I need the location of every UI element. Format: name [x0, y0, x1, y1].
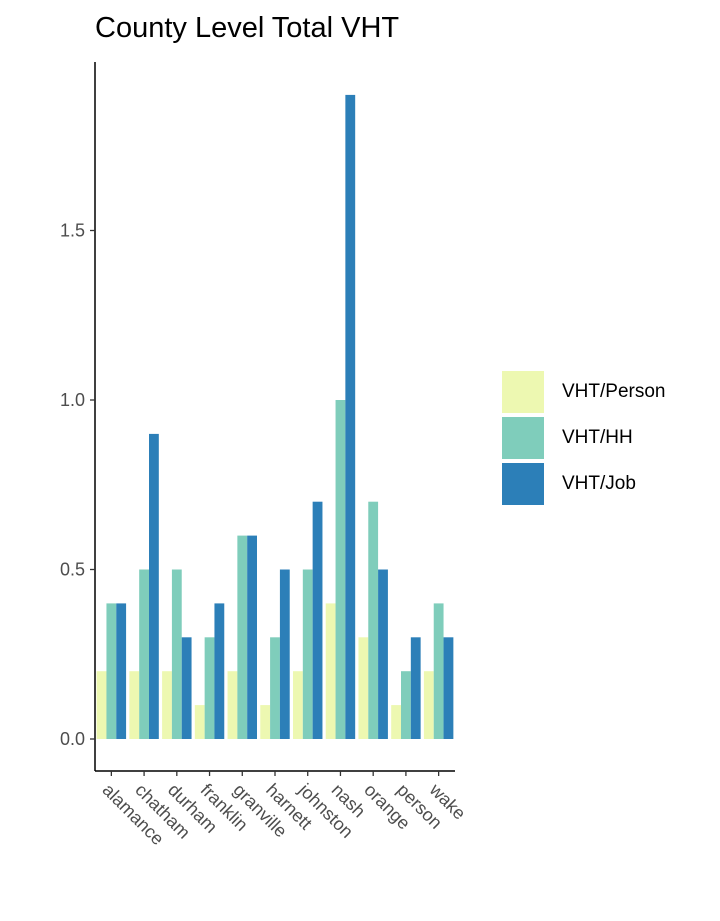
legend-swatch-job: [502, 463, 544, 505]
bar-alamance-vht-job: [116, 603, 127, 739]
bar-orange-vht-job: [378, 569, 388, 739]
bar-johnston-vht-job: [312, 501, 323, 739]
bar-nash-vht-hh: [335, 400, 346, 739]
bar-franklin-vht-hh: [204, 637, 215, 739]
bar-johnston-vht-person: [293, 671, 303, 739]
bar-granville-vht-hh: [237, 535, 248, 739]
bar-granville-vht-person: [227, 671, 238, 739]
legend-item-person: VHT/Person: [502, 369, 665, 415]
bar-orange-vht-hh: [368, 501, 379, 739]
bar-franklin-vht-person: [194, 705, 205, 739]
bar-chatham-vht-job: [149, 433, 159, 739]
y-tick-label: 0.0: [60, 729, 85, 749]
legend-item-job: VHT/Job: [502, 461, 665, 507]
bar-wake-vht-person: [423, 671, 434, 739]
bar-harnett-vht-hh: [270, 637, 280, 739]
y-tick-label: 0.5: [60, 560, 85, 580]
legend-swatch-hh: [502, 417, 544, 459]
bar-person-vht-hh: [401, 671, 411, 739]
bar-alamance-vht-person: [96, 671, 107, 739]
bar-wake-vht-job: [443, 637, 454, 739]
bar-person-vht-job: [410, 637, 421, 739]
bar-nash-vht-person: [325, 603, 336, 739]
legend-label-person: VHT/Person: [562, 381, 666, 402]
chart-title: County Level Total VHT: [95, 12, 400, 44]
bar-nash-vht-job: [345, 94, 356, 739]
bar-alamance-vht-hh: [106, 603, 117, 739]
legend: VHT/Person VHT/HH VHT/Job: [502, 369, 665, 507]
bar-harnett-vht-job: [279, 569, 290, 739]
legend-label-job: VHT/Job: [562, 473, 636, 494]
y-tick-label: 1.5: [60, 221, 85, 241]
bar-person-vht-person: [391, 705, 401, 739]
bar-johnston-vht-hh: [302, 569, 313, 739]
bars-group: [96, 94, 454, 739]
bar-durham-vht-hh: [171, 569, 182, 739]
legend-item-hh: VHT/HH: [502, 415, 665, 461]
legend-swatch-person: [502, 371, 544, 413]
bar-granville-vht-job: [247, 535, 257, 739]
bar-orange-vht-person: [358, 637, 369, 739]
bar-chatham-vht-person: [129, 671, 140, 739]
bar-franklin-vht-job: [214, 603, 225, 739]
bar-chatham-vht-hh: [139, 569, 149, 739]
bar-durham-vht-person: [162, 671, 172, 739]
y-tick-label: 1.0: [60, 390, 85, 410]
bar-wake-vht-hh: [433, 603, 444, 739]
bar-harnett-vht-person: [260, 705, 271, 739]
legend-label-hh: VHT/HH: [562, 427, 633, 448]
bar-durham-vht-job: [181, 637, 192, 739]
